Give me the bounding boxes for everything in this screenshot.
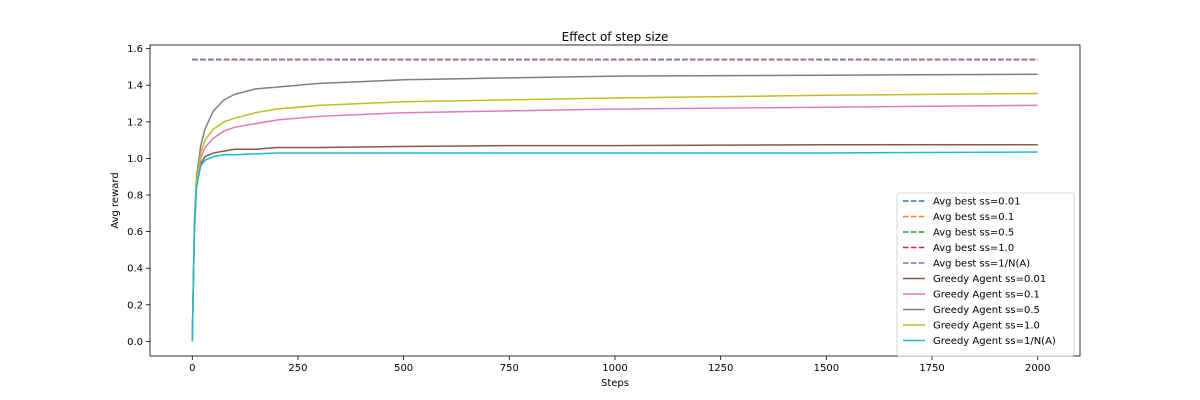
legend-entry-label: Avg best ss=1/N(A) [933, 259, 1030, 270]
x-tick-label: 1750 [919, 363, 944, 374]
y-tick-label: 0.0 [127, 337, 143, 348]
y-tick-label: 1.0 [127, 154, 143, 165]
legend-entry-label: Greedy Agent ss=1/N(A) [933, 336, 1056, 347]
series-line-7 [191, 104, 1038, 342]
y-tick-label: 1.4 [127, 81, 143, 92]
x-tick-label: 0 [189, 363, 195, 374]
y-tick-label: 1.2 [127, 117, 143, 128]
series-line-9 [191, 92, 1038, 342]
x-tick-label: 2000 [1025, 363, 1050, 374]
y-tick-label: 1.6 [127, 44, 143, 55]
x-tick-label: 250 [288, 363, 307, 374]
y-tick-label: 0.8 [127, 191, 143, 202]
legend-entry-label: Avg best ss=0.1 [933, 212, 1014, 223]
legend-entry-label: Greedy Agent ss=0.01 [933, 274, 1046, 285]
legend-entry-label: Greedy Agent ss=0.5 [933, 305, 1040, 316]
series-line-8 [191, 73, 1038, 342]
legend-entry-label: Avg best ss=0.5 [933, 228, 1014, 239]
y-tick-label: 0.6 [127, 227, 143, 238]
legend-entry-label: Greedy Agent ss=0.1 [933, 290, 1040, 301]
x-tick-label: 1500 [814, 363, 839, 374]
chart-title: Effect of step size [562, 30, 669, 44]
y-tick-label: 0.2 [127, 300, 143, 311]
series-line-10 [191, 151, 1038, 342]
legend-entry-label: Avg best ss=0.01 [933, 197, 1021, 208]
x-axis-label: Steps [601, 378, 629, 389]
x-tick-label: 500 [394, 363, 413, 374]
y-tick-label: 0.4 [127, 264, 143, 275]
legend: Avg best ss=0.01 Avg best ss=0.1 Avg best … [896, 192, 1075, 357]
plot-area [191, 58, 1038, 342]
legend-entry-label: Greedy Agent ss=1.0 [933, 321, 1040, 332]
y-axis-label: Avg reward [110, 172, 121, 228]
x-tick-label: 1250 [708, 363, 733, 374]
x-axis: 0 250 500 750 1000 1250 1500 1750 2000 [189, 356, 1050, 374]
x-tick-label: 750 [500, 363, 519, 374]
legend-entry-label: Avg best ss=1.0 [933, 243, 1014, 254]
legend-box [896, 192, 1075, 357]
y-axis: 0.0 0.2 0.4 0.6 0.8 1.0 1.2 1.4 1.6 [127, 44, 150, 348]
x-tick-label: 1000 [602, 363, 627, 374]
